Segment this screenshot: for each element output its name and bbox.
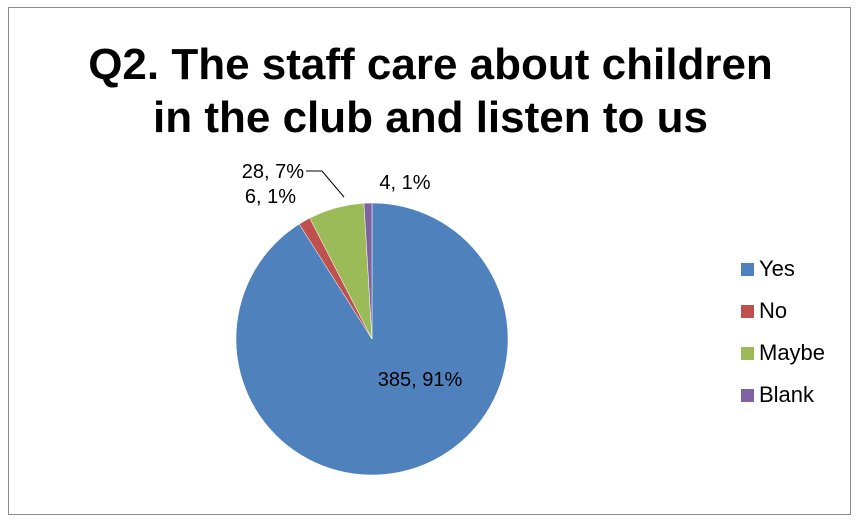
data-label-yes: 385, 91% xyxy=(378,369,463,391)
legend-swatch-yes xyxy=(741,263,754,276)
chart-title-line-2: in the club and listen to us xyxy=(153,93,708,142)
leader-line-maybe xyxy=(306,170,345,198)
pie-slice-blank xyxy=(363,202,373,340)
legend-item-no: No xyxy=(741,300,825,342)
legend-item-blank: Blank xyxy=(741,384,825,426)
legend-swatch-no xyxy=(741,305,754,318)
legend-item-yes: Yes xyxy=(741,258,825,300)
chart-title: Q2. The staff care about children in the… xyxy=(0,38,861,144)
legend-item-maybe: Maybe xyxy=(741,342,825,384)
chart-title-line-1: Q2. The staff care about children xyxy=(88,40,773,89)
legend-label-maybe: Maybe xyxy=(759,340,826,365)
legend: Yes No Maybe Blank xyxy=(741,258,825,426)
legend-label-no: No xyxy=(759,298,788,323)
data-label-blank: 4, 1% xyxy=(379,172,430,194)
data-label-no: 6, 1% xyxy=(245,186,296,208)
legend-swatch-blank xyxy=(741,389,754,402)
data-label-maybe: 28, 7% xyxy=(242,161,304,183)
legend-label-yes: Yes xyxy=(759,256,795,281)
legend-label-blank: Blank xyxy=(759,382,815,407)
legend-swatch-maybe xyxy=(741,347,754,360)
